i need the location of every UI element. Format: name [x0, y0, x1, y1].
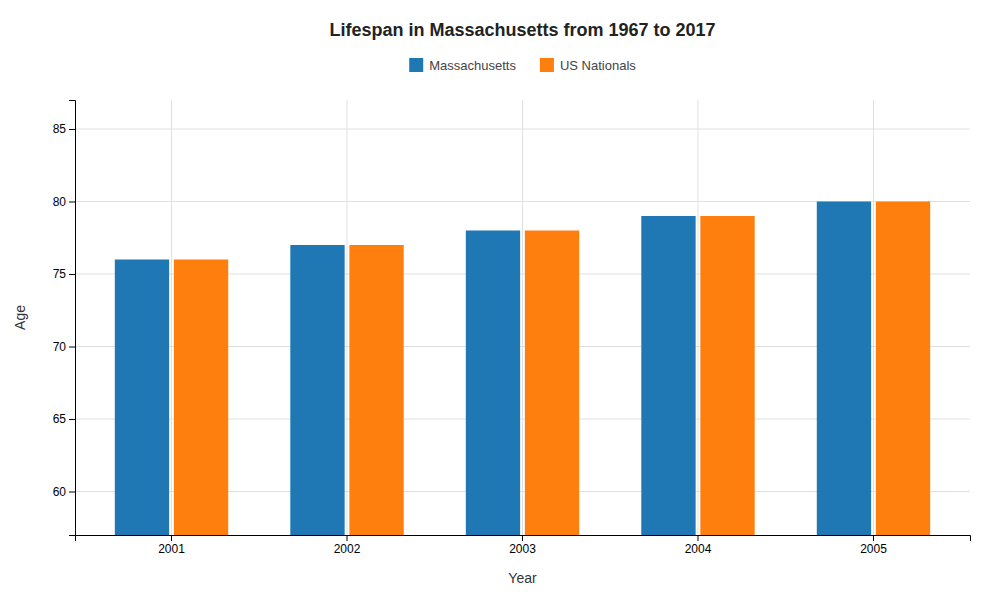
legend-item: US Nationals	[540, 58, 636, 73]
bar	[115, 260, 169, 536]
tick-mark	[347, 535, 348, 541]
tick-label: 70	[53, 340, 67, 354]
grid-line-x	[347, 100, 348, 535]
tick-label: 2001	[158, 542, 185, 556]
tick-mark	[69, 129, 75, 130]
tick-label: 85	[53, 122, 67, 136]
tick-label: 75	[53, 267, 67, 281]
grid-line-x	[171, 100, 172, 535]
legend-label: US Nationals	[560, 58, 636, 73]
bar	[174, 260, 228, 536]
legend-item: Massachusetts	[409, 58, 516, 73]
tick-label: 2004	[685, 542, 712, 556]
tick-label: 65	[53, 412, 67, 426]
grid-line-x	[873, 100, 874, 535]
bar	[349, 245, 403, 535]
bar	[290, 245, 344, 535]
tick: 85	[53, 122, 75, 136]
legend: Massachusetts US Nationals	[409, 58, 636, 73]
bar	[876, 202, 930, 536]
tick: 2002	[334, 535, 361, 556]
tick-mark	[69, 492, 75, 493]
tick-label: 2002	[334, 542, 361, 556]
grid	[75, 100, 970, 535]
tick-mark	[697, 535, 698, 541]
tick-mark	[69, 274, 75, 275]
legend-swatch	[540, 58, 554, 72]
axis-line	[69, 101, 76, 536]
bar	[641, 216, 695, 535]
grid-line-x	[697, 100, 698, 535]
x-axis: 2001 2002 2003 2004 2005	[76, 535, 971, 556]
tick-mark	[171, 535, 172, 541]
tick-mark	[69, 347, 75, 348]
tick-mark	[69, 419, 75, 420]
tick-mark	[873, 535, 874, 541]
grid-line-x	[522, 100, 523, 535]
tick-label: 2005	[860, 542, 887, 556]
series	[115, 202, 871, 536]
tick: 75	[53, 267, 75, 281]
plot: 2001 2002 2003 2004 2005 60 65 70 75 80 85 Year Age	[12, 100, 971, 586]
tick: 2001	[158, 535, 185, 556]
bar	[700, 216, 754, 535]
tick: 65	[53, 412, 75, 426]
tick: 2005	[860, 535, 887, 556]
tick-mark	[522, 535, 523, 541]
tick-label: 80	[53, 195, 67, 209]
tick: 70	[53, 340, 75, 354]
bar	[525, 231, 579, 536]
y-axis-title: Age	[12, 305, 28, 330]
axis-line	[76, 536, 971, 542]
series	[174, 202, 930, 536]
bars	[115, 202, 930, 536]
tick-label: 2003	[509, 542, 536, 556]
tick-mark	[69, 202, 75, 203]
tick-label: 60	[53, 485, 67, 499]
y-axis: 60 65 70 75 80 85	[53, 101, 76, 536]
bar	[466, 231, 520, 536]
bar	[817, 202, 871, 536]
legend-label: Massachusetts	[429, 58, 516, 73]
title: Lifespan in Massachusetts from 1967 to 2…	[329, 20, 715, 40]
legend-swatch	[409, 58, 423, 72]
x-axis-title: Year	[508, 570, 537, 586]
chart: 2001 2002 2003 2004 2005 60 65 70 75 80 85 Year Age L…	[0, 0, 1000, 600]
tick: 60	[53, 485, 75, 499]
tick: 2004	[685, 535, 712, 556]
tick: 80	[53, 195, 75, 209]
tick: 2003	[509, 535, 536, 556]
